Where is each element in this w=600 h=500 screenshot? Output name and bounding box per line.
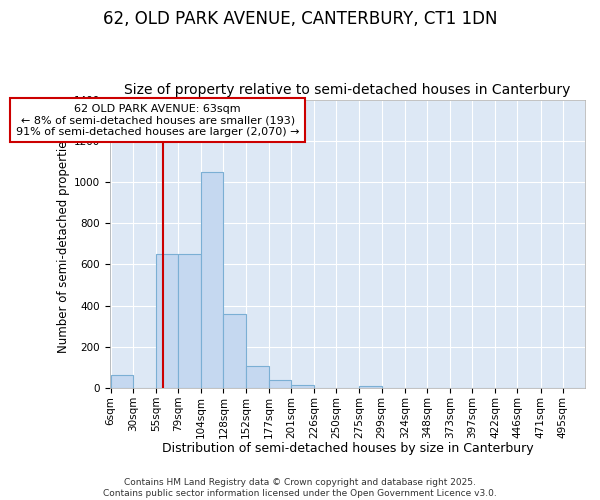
Text: 62 OLD PARK AVENUE: 63sqm
← 8% of semi-detached houses are smaller (193)
91% of : 62 OLD PARK AVENUE: 63sqm ← 8% of semi-d…	[16, 104, 299, 137]
Text: Contains HM Land Registry data © Crown copyright and database right 2025.
Contai: Contains HM Land Registry data © Crown c…	[103, 478, 497, 498]
X-axis label: Distribution of semi-detached houses by size in Canterbury: Distribution of semi-detached houses by …	[161, 442, 533, 455]
Bar	[201, 172, 223, 388]
Bar	[269, 380, 291, 388]
Bar	[359, 386, 382, 388]
Text: 62, OLD PARK AVENUE, CANTERBURY, CT1 1DN: 62, OLD PARK AVENUE, CANTERBURY, CT1 1DN	[103, 10, 497, 28]
Bar	[178, 254, 201, 388]
Bar	[245, 366, 269, 388]
Bar	[110, 374, 133, 388]
Bar	[156, 254, 178, 388]
Y-axis label: Number of semi-detached properties: Number of semi-detached properties	[56, 134, 70, 353]
Title: Size of property relative to semi-detached houses in Canterbury: Size of property relative to semi-detach…	[124, 83, 571, 97]
Bar	[223, 314, 245, 388]
Bar	[291, 385, 314, 388]
